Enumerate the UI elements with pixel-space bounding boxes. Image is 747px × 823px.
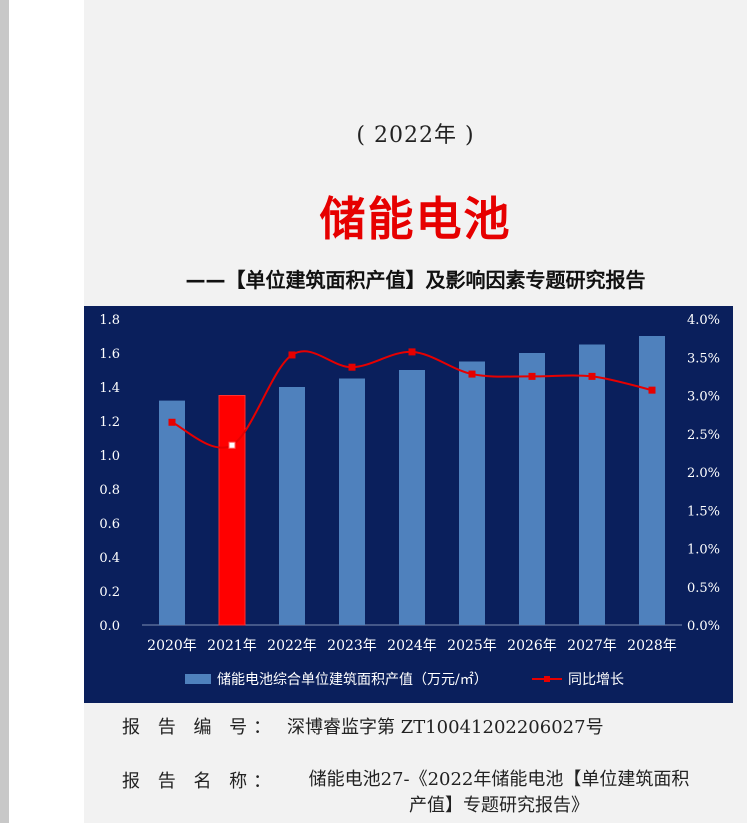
report-name-line-1: 储能电池27-《2022年储能电池【单位建筑面积	[308, 769, 690, 790]
report-name-line-2: 产值】专题研究报告》	[409, 795, 589, 816]
bar-2028年	[639, 336, 665, 625]
growth-point-2025年	[468, 370, 476, 378]
growth-line	[171, 350, 653, 449]
y-left-tick-label: 0.8	[99, 483, 120, 498]
growth-point-2024年	[408, 348, 416, 356]
document-page: ( 2022年 ) 储能电池 ——【单位建筑面积产值】及影响因素专题研究报告 0…	[84, 0, 747, 823]
legend-line-marker	[544, 676, 550, 682]
y-right-tick-label: 2.5%	[687, 428, 720, 443]
legend-line-label: 同比增长	[568, 672, 624, 688]
report-number-row: 报 告 编 号： 深博睿监字第 ZT10041202206027号	[122, 713, 604, 739]
report-name-value: 储能电池27-《2022年储能电池【单位建筑面积 产值】专题研究报告》	[279, 767, 719, 819]
report-number-label: 报 告 编 号：	[122, 717, 278, 738]
bar-2023年	[339, 378, 365, 625]
growth-point-2021年	[228, 441, 236, 449]
legend-bar-label: 储能电池综合单位建筑面积产值（万元/㎡）	[217, 672, 488, 688]
x-tick-label: 2028年	[627, 638, 677, 654]
y-right-tick-label: 1.5%	[687, 504, 720, 519]
x-tick-label: 2027年	[567, 638, 617, 654]
legend-bar-swatch	[185, 674, 211, 684]
y-left-tick-label: 0.6	[99, 517, 120, 532]
y-left-tick-label: 0.0	[99, 619, 120, 634]
report-year: ( 2022年 )	[356, 123, 475, 148]
bar-2022年	[279, 387, 305, 625]
report-name-label: 报 告 名 称：	[122, 771, 278, 792]
y-left-tick-label: 1.4	[99, 381, 120, 396]
y-right-tick-label: 0.0%	[687, 619, 720, 634]
y-right-tick-label: 1.0%	[687, 543, 720, 558]
chart-container: 0.0 0.2 0.4 0.6 0.8 1.0 1.2 1.4 1.6 1.8 0.0% 0.5% 1.…	[84, 306, 733, 703]
y-right-tick-label: 3.5%	[687, 351, 720, 366]
bar-2025年	[459, 361, 485, 625]
report-number-value: 深博睿监字第 ZT10041202206027号	[287, 717, 604, 738]
x-tick-label: 2020年	[147, 638, 197, 654]
x-tick-label: 2025年	[447, 638, 497, 654]
growth-point-2022年	[288, 351, 296, 359]
growth-point-2023年	[348, 363, 356, 371]
page-left-margin	[9, 0, 84, 823]
bar-2021年	[218, 395, 246, 626]
growth-point-2026年	[528, 372, 536, 380]
y-right-tick-label: 4.0%	[687, 313, 720, 328]
report-title: 储能电池	[319, 192, 512, 246]
y-left-tick-label: 0.2	[99, 585, 120, 600]
bar-2026年	[519, 353, 545, 625]
x-tick-label: 2026年	[507, 638, 557, 654]
growth-point-2028年	[648, 386, 656, 394]
bar-2027年	[579, 344, 605, 625]
x-tick-label: 2024年	[387, 638, 437, 654]
growth-point-2027年	[588, 372, 596, 380]
bar-2024年	[399, 370, 425, 625]
y-right-tick-label: 0.5%	[687, 581, 720, 596]
bar-2020年	[159, 400, 185, 625]
x-tick-label: 2023年	[327, 638, 377, 654]
y-left-tick-label: 1.0	[99, 449, 120, 464]
y-right-tick-label: 2.0%	[687, 466, 720, 481]
growth-point-2020年	[168, 418, 176, 426]
report-name-row: 报 告 名 称： 储能电池27-《2022年储能电池【单位建筑面积 产值】专题研…	[122, 767, 719, 819]
y-left-tick-label: 1.8	[99, 313, 120, 328]
y-right-tick-label: 3.0%	[687, 390, 720, 405]
report-subtitle: ——【单位建筑面积产值】及影响因素专题研究报告	[185, 268, 646, 292]
combo-chart: 0.0 0.2 0.4 0.6 0.8 1.0 1.2 1.4 1.6 1.8 0.0% 0.5% 1.…	[99, 313, 720, 688]
x-tick-label: 2021年	[207, 638, 257, 654]
y-left-tick-label: 1.2	[99, 415, 120, 430]
x-tick-label: 2022年	[267, 638, 317, 654]
y-left-tick-label: 0.4	[99, 551, 120, 566]
y-left-tick-label: 1.6	[99, 347, 120, 362]
window-left-edge	[0, 0, 9, 823]
